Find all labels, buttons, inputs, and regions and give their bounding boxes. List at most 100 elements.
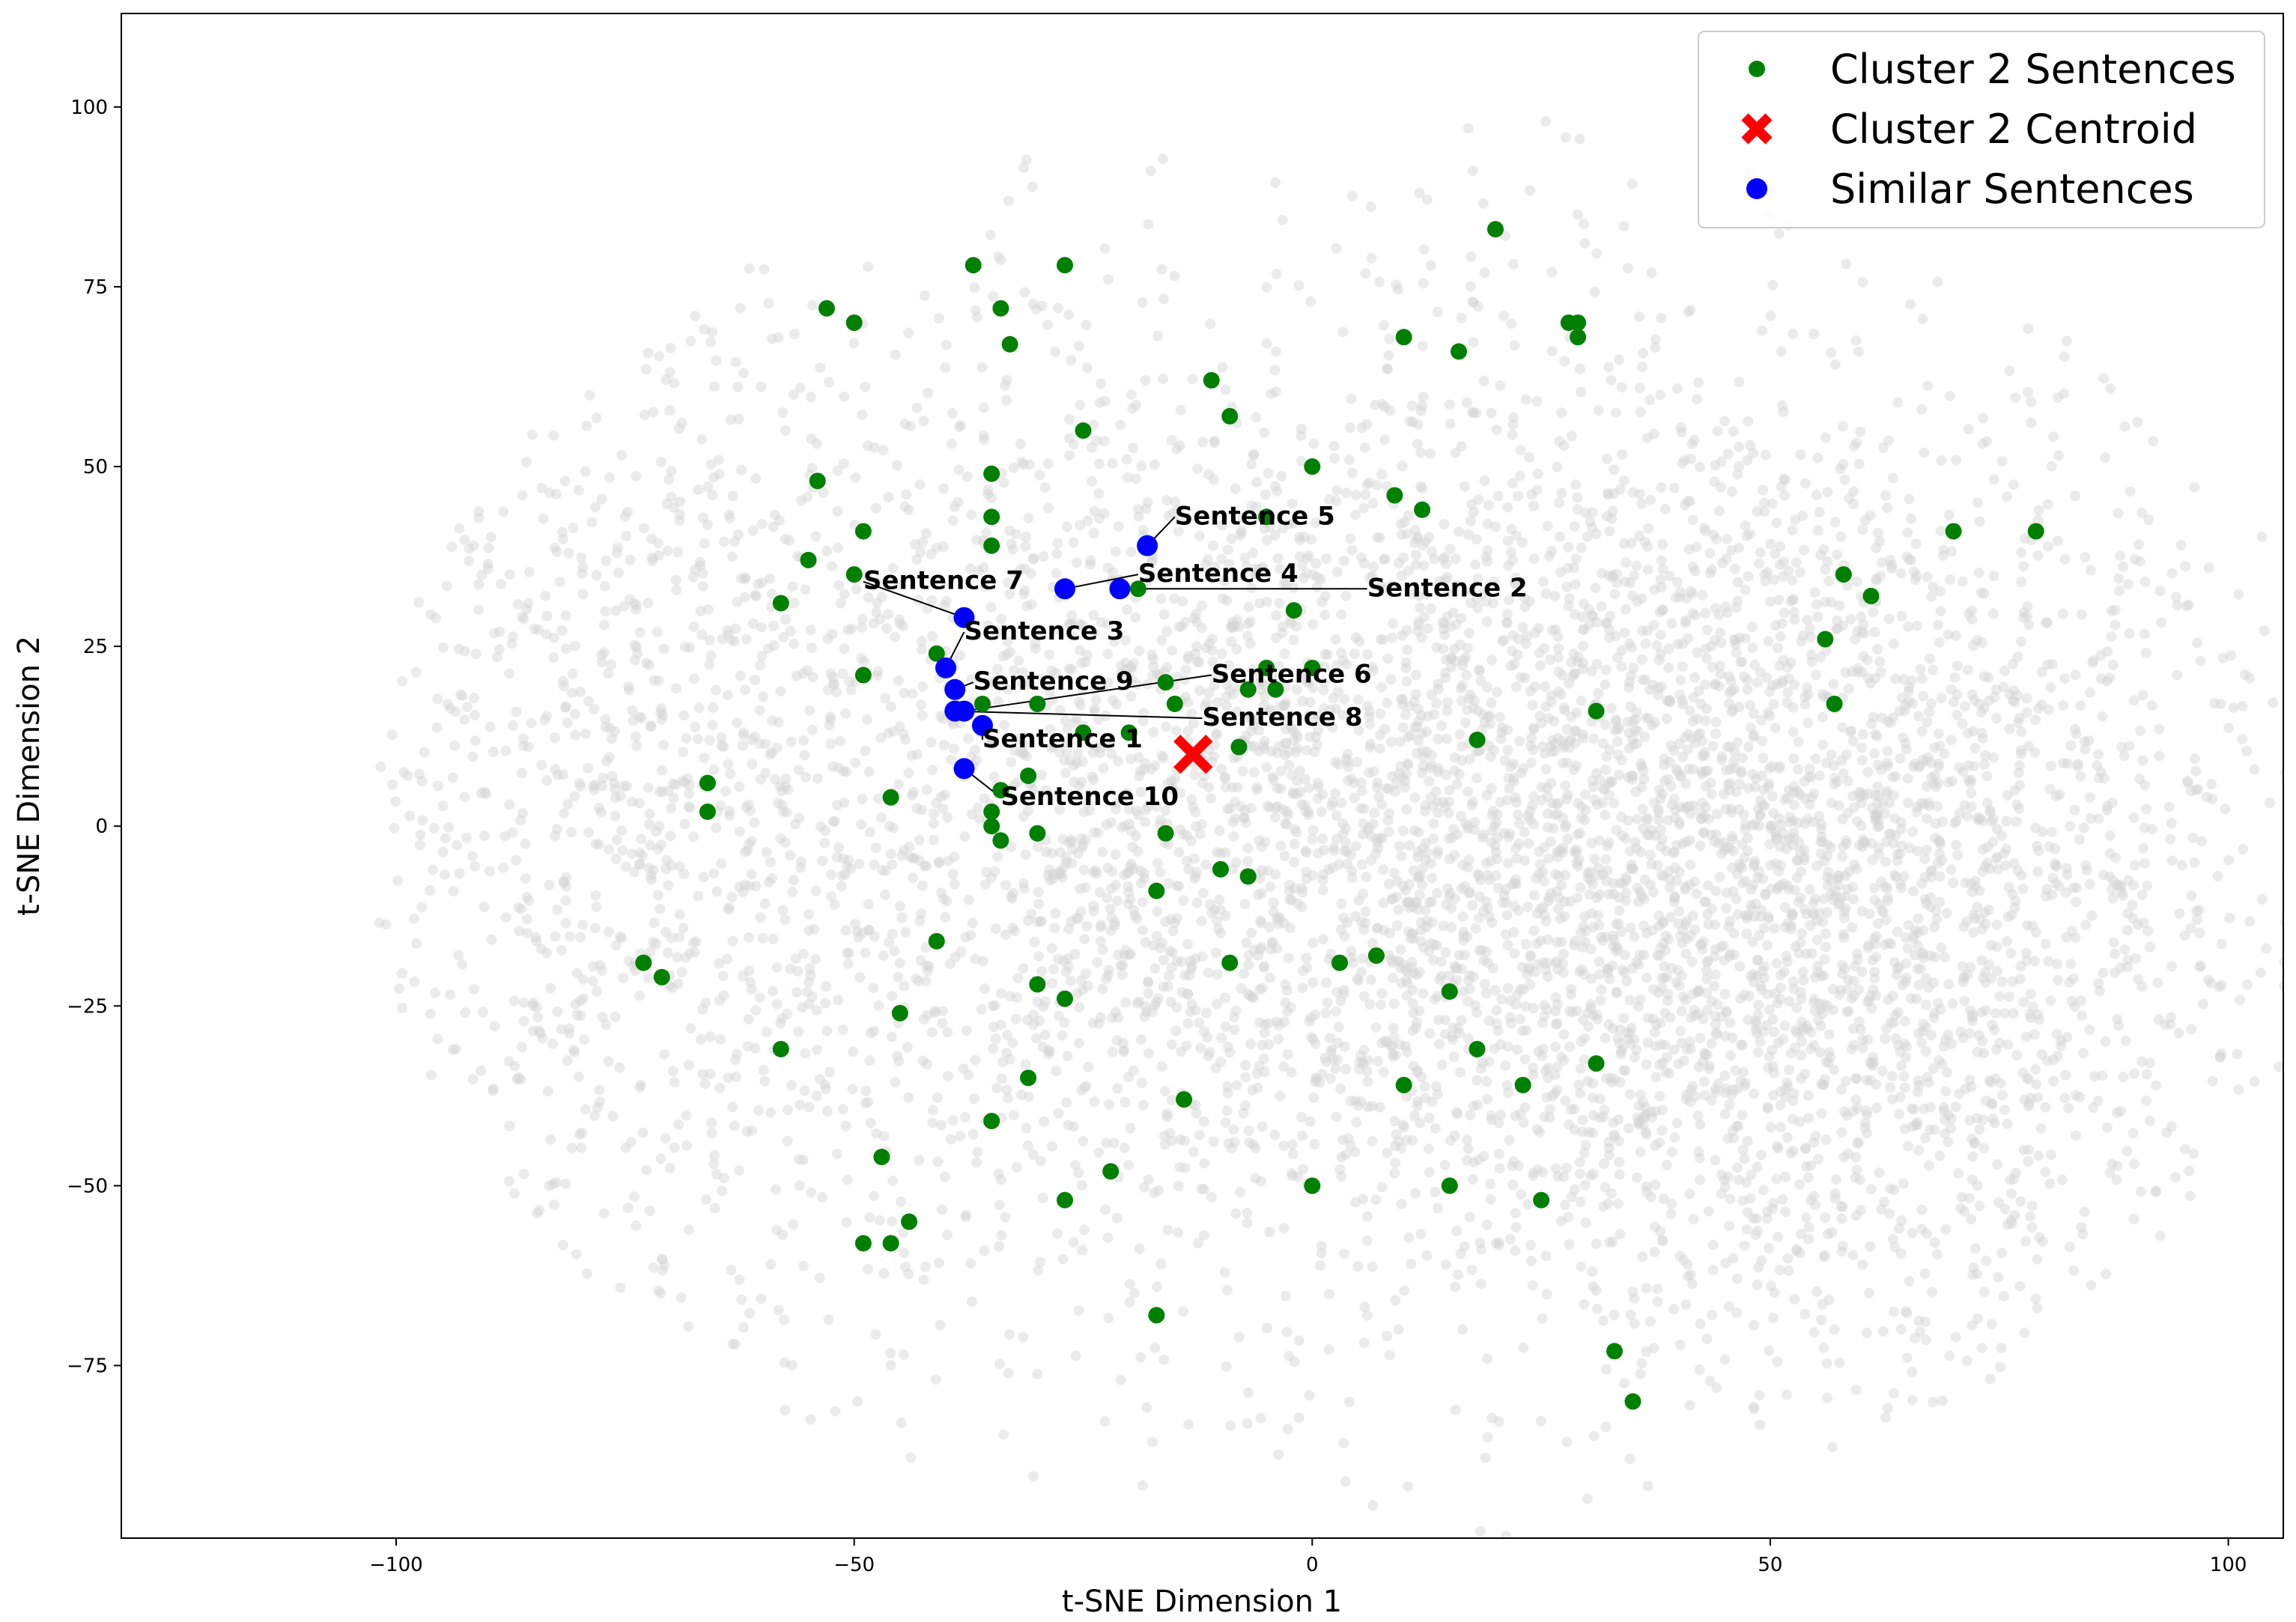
background-point <box>729 1120 740 1132</box>
background-point <box>1281 1327 1293 1337</box>
background-point <box>1528 723 1539 734</box>
background-point <box>1560 1095 1571 1106</box>
background-point <box>1775 1086 1786 1097</box>
background-point <box>2074 834 2085 845</box>
background-point <box>1413 827 1424 838</box>
background-point <box>1788 1096 1799 1107</box>
background-point <box>596 493 607 505</box>
background-point <box>1280 1290 1291 1301</box>
background-point <box>683 1060 694 1071</box>
background-point <box>760 768 771 779</box>
background-point <box>1978 1114 1989 1126</box>
background-point <box>1554 436 1565 447</box>
background-point <box>1477 589 1487 600</box>
background-point <box>526 429 538 440</box>
background-point <box>2084 1024 2095 1036</box>
background-point <box>1462 704 1473 715</box>
background-point <box>1916 673 1928 684</box>
background-point <box>2196 836 2207 847</box>
background-point <box>1375 708 1386 720</box>
background-point <box>1254 984 1266 995</box>
background-point <box>1967 689 1978 700</box>
background-point <box>1311 1072 1322 1084</box>
background-point <box>1506 318 1517 329</box>
background-point <box>628 715 639 726</box>
background-point <box>1338 1438 1349 1449</box>
background-point <box>711 822 722 833</box>
background-point <box>1969 743 1981 754</box>
background-point <box>1537 1018 1548 1028</box>
background-point <box>970 953 981 965</box>
background-point <box>1525 740 1536 751</box>
background-point <box>1845 613 1856 625</box>
background-point <box>1944 1350 1955 1361</box>
background-point <box>1250 1173 1261 1184</box>
background-point <box>2101 1269 2112 1280</box>
background-point <box>1220 1117 1231 1129</box>
background-point <box>832 505 843 517</box>
background-point <box>885 1347 896 1358</box>
background-point <box>1861 1327 1872 1338</box>
background-point <box>1401 625 1412 636</box>
background-point <box>863 592 874 603</box>
background-point <box>1130 612 1141 623</box>
background-point <box>1945 574 1955 585</box>
background-point <box>1396 693 1407 705</box>
background-point <box>1391 279 1402 291</box>
background-point <box>2071 1090 2081 1101</box>
background-point <box>1144 1048 1154 1059</box>
background-point <box>2037 1236 2048 1247</box>
background-point <box>1716 941 1727 953</box>
background-point <box>1981 1255 1992 1266</box>
background-point <box>2110 619 2121 631</box>
background-point <box>1921 973 1931 984</box>
background-point <box>1913 762 1925 773</box>
background-point <box>2045 761 2056 772</box>
background-point <box>577 568 588 580</box>
background-point <box>963 733 974 744</box>
background-point <box>857 794 868 805</box>
background-point <box>655 707 666 718</box>
background-point <box>1309 747 1320 758</box>
background-point <box>1167 645 1178 656</box>
background-point <box>1800 1143 1811 1153</box>
background-point <box>1568 668 1579 679</box>
background-point <box>2075 771 2086 782</box>
background-point <box>817 855 828 866</box>
background-point <box>1317 934 1328 945</box>
background-point <box>1072 757 1083 768</box>
background-point <box>1108 695 1119 706</box>
background-point <box>1576 1261 1587 1272</box>
background-point <box>1901 551 1913 562</box>
background-point <box>1518 1342 1529 1353</box>
background-point <box>1784 996 1795 1007</box>
background-point <box>1442 696 1454 708</box>
background-point <box>1120 1097 1131 1108</box>
background-point <box>591 902 602 913</box>
background-point <box>1646 267 1657 279</box>
background-point <box>1676 1006 1687 1017</box>
background-point <box>1393 904 1404 915</box>
background-point <box>643 659 655 670</box>
background-point <box>2141 1095 2152 1106</box>
background-point <box>1886 1093 1898 1105</box>
background-point <box>1025 568 1036 579</box>
background-point <box>2052 959 2063 970</box>
background-point <box>1908 566 1919 577</box>
background-point <box>931 542 942 553</box>
background-point <box>1666 1146 1677 1158</box>
background-point <box>1345 1140 1356 1151</box>
background-point <box>560 1178 571 1189</box>
background-point <box>1606 374 1617 386</box>
background-point <box>1919 854 1931 864</box>
background-point <box>1242 1418 1253 1429</box>
background-point <box>1737 1144 1749 1155</box>
background-point <box>739 592 750 603</box>
background-point <box>1542 808 1553 819</box>
background-point <box>824 377 834 388</box>
background-point <box>1039 1116 1050 1127</box>
background-point <box>1550 624 1561 635</box>
background-point <box>2165 833 2175 845</box>
background-point <box>584 389 595 401</box>
background-point <box>806 433 817 444</box>
